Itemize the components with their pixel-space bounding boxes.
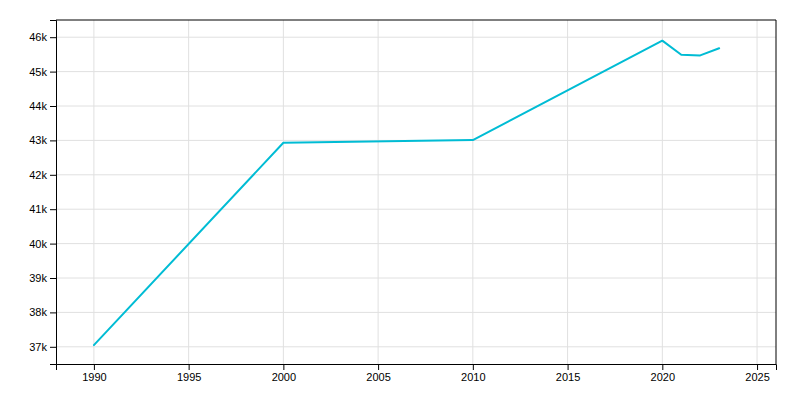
tick-label: 37k: [29, 341, 47, 353]
grid-line: [56, 243, 776, 244]
tick-label: 1995: [177, 371, 201, 383]
tick: 41k: [29, 203, 56, 215]
tick-label: 44k: [29, 100, 47, 112]
grid-line: [56, 174, 776, 175]
tick: 37k: [29, 341, 56, 353]
tick: 38k: [29, 306, 56, 318]
tick-mark: [378, 364, 379, 370]
tick: 39k: [29, 272, 56, 284]
tick-mark: [283, 364, 284, 370]
line: [94, 41, 719, 345]
tick: 2025: [745, 364, 769, 383]
tick-label: 2010: [461, 371, 485, 383]
tick: 2015: [556, 364, 580, 383]
tick-label: 42k: [29, 169, 47, 181]
frame: [56, 20, 776, 21]
tick-label: 2000: [272, 371, 296, 383]
grid-line: [56, 106, 776, 107]
tick-label: 2025: [745, 371, 769, 383]
tick: 43k: [29, 134, 56, 146]
grid-line: [56, 278, 776, 279]
tick-mark: [50, 312, 56, 313]
tick-mark: [50, 175, 56, 176]
grid: [56, 20, 776, 364]
grid-line: [56, 312, 776, 313]
tick: 2000: [272, 364, 296, 383]
tick: 42k: [29, 169, 56, 181]
frame: [776, 20, 777, 364]
tick-label: 45k: [29, 66, 47, 78]
tick-mark: [50, 244, 56, 245]
tick-mark: [50, 106, 56, 107]
tick-label: 2015: [556, 371, 580, 383]
tick: 1995: [177, 364, 201, 383]
tick-mark: [50, 37, 56, 38]
tick-mark: [50, 278, 56, 279]
axis-line: [57, 365, 777, 371]
tick-mark: [757, 364, 758, 370]
tick-label: 46k: [29, 31, 47, 43]
tick-mark: [50, 209, 56, 210]
marks: [94, 41, 719, 345]
grid-line: [56, 37, 776, 38]
tick: 2010: [461, 364, 485, 383]
plot: 1990 1995 2000 2005 2010 2015 2020 2025 37k 38k 39…: [29, 20, 776, 383]
axis-line: [50, 21, 57, 365]
tick-label: 1990: [82, 371, 106, 383]
tick-label: 38k: [29, 306, 47, 318]
tick: 2005: [366, 364, 390, 383]
tick-label: 43k: [29, 134, 47, 146]
tick-label: 2005: [366, 371, 390, 383]
tick-mark: [94, 364, 95, 370]
x-axis: 1990 1995 2000 2005 2010 2015 2020 2025: [57, 364, 777, 383]
tick-mark: [473, 364, 474, 370]
tick-mark: [568, 364, 569, 370]
tick-mark: [50, 140, 56, 141]
tick-label: 40k: [29, 238, 47, 250]
grid-line: [56, 209, 776, 210]
grid-line: [56, 346, 776, 347]
tick: 46k: [29, 31, 56, 43]
tick: 44k: [29, 100, 56, 112]
tick-label: 39k: [29, 272, 47, 284]
chart: 1990 1995 2000 2005 2010 2015 2020 2025 37k 38k 39…: [0, 0, 800, 400]
tick-mark: [662, 364, 663, 370]
grid-line: [56, 71, 776, 72]
tick-mark: [50, 347, 56, 348]
tick: 40k: [29, 238, 56, 250]
tick-label: 41k: [29, 203, 47, 215]
tick-mark: [189, 364, 190, 370]
tick-label: 2020: [651, 371, 675, 383]
tick: 45k: [29, 66, 56, 78]
tick: 1990: [82, 364, 106, 383]
tick-mark: [50, 72, 56, 73]
y-axis: 37k 38k 39k 40k 41k 42k 43k 44k 45k 46k: [29, 21, 56, 365]
tick: 2020: [651, 364, 675, 383]
